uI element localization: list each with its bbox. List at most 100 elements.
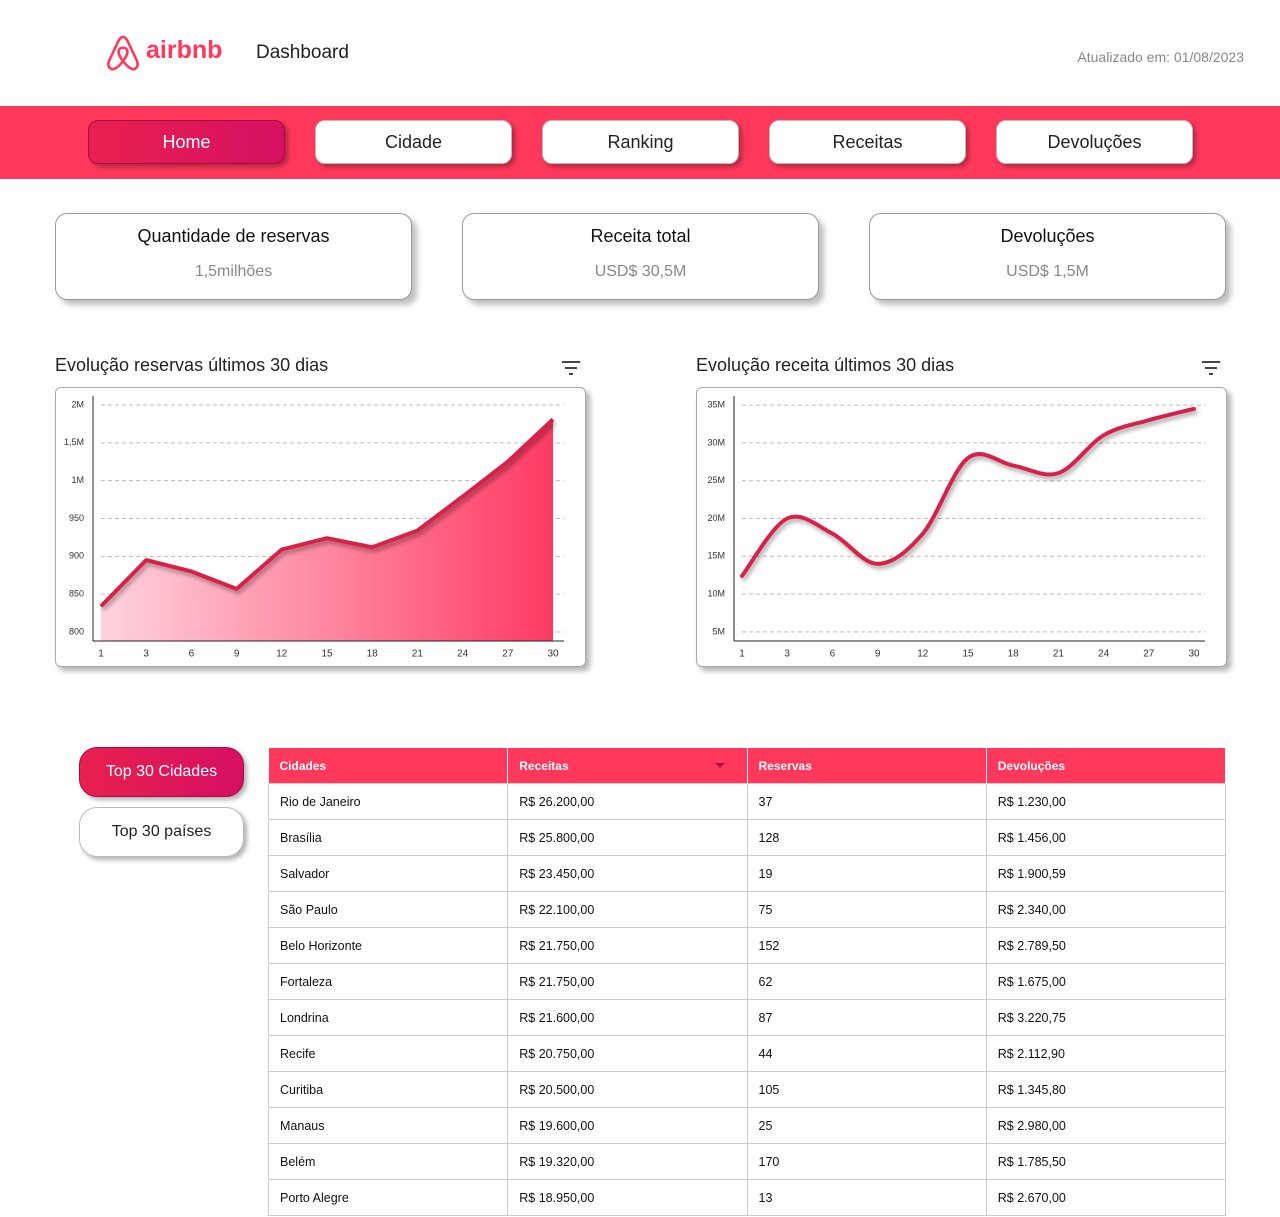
nav-button[interactable]: Receitas [769, 120, 966, 164]
table-cell: Londrina [267, 999, 509, 1036]
table-row: Manaus R$ 19.600,00 25 R$ 2.980,00 [267, 1107, 1227, 1144]
x-tick-label: 12 [917, 649, 929, 660]
nav-button[interactable]: Cidade [315, 120, 512, 164]
table-cell: R$ 1.456,00 [985, 819, 1227, 856]
x-tick-label: 1 [739, 649, 745, 660]
kpi-card: Devoluções USD$ 1,5M [869, 213, 1226, 300]
toggle-button[interactable]: Top 30 Cidades [79, 747, 244, 797]
filter-icon[interactable] [561, 360, 581, 376]
column-header[interactable]: Reservas [747, 748, 987, 784]
kpi-label: Receita total [590, 226, 691, 246]
y-tick-label: 25M [707, 475, 725, 485]
x-tick-label: 21 [1053, 649, 1065, 660]
table-cell: R$ 26.200,00 [507, 783, 748, 820]
y-tick-label: 10M [707, 588, 725, 598]
nav-button[interactable]: Devoluções [996, 120, 1193, 164]
y-tick-label: 1,5M [64, 437, 84, 447]
table-cell: R$ 1.345,80 [985, 1071, 1227, 1108]
x-tick-label: 27 [502, 649, 514, 660]
chart-box: 5M 10M 15M 20M 25M 30M 35M 1 3 6 9 12 15 18 21 24 27 30 [696, 387, 1227, 667]
y-tick-label: 850 [69, 589, 84, 599]
y-tick-label: 20M [707, 513, 725, 523]
y-tick-label: 2M [71, 399, 84, 409]
table-cell: R$ 19.600,00 [507, 1107, 748, 1144]
column-header[interactable]: Receitas [507, 748, 748, 784]
column-header[interactable]: Devoluções [986, 748, 1227, 784]
table-cell: R$ 1.230,00 [985, 783, 1227, 820]
table-row: Londrina R$ 21.600,00 87 R$ 3.220,75 [267, 999, 1227, 1036]
toggle-button[interactable]: Top 30 países [79, 807, 244, 857]
table-cell: 152 [746, 927, 987, 964]
table-cell: R$ 1.785,50 [985, 1143, 1227, 1180]
table-cell: Porto Alegre [267, 1179, 509, 1216]
x-tick-label: 21 [412, 649, 424, 660]
table-cell: R$ 2.789,50 [985, 927, 1227, 964]
table-row: Rio de Janeiro R$ 26.200,00 37 R$ 1.230,00 [267, 783, 1227, 820]
table-row: Porto Alegre R$ 18.950,00 13 R$ 2.670,00 [267, 1179, 1227, 1216]
x-tick-label: 1 [98, 649, 104, 660]
y-tick-label: 5M [712, 626, 725, 636]
updated-date: Atualizado em: 01/08/2023 [1077, 49, 1244, 65]
table-cell: R$ 22.100,00 [507, 891, 748, 928]
table-cell: R$ 20.750,00 [507, 1035, 748, 1072]
page-title: Dashboard [256, 42, 349, 63]
table-cell: R$ 21.600,00 [507, 999, 748, 1036]
table-cell: 128 [746, 819, 987, 856]
table-cell: R$ 3.220,75 [985, 999, 1227, 1036]
table-cell: R$ 20.500,00 [507, 1071, 748, 1108]
x-tick-label: 9 [875, 649, 881, 660]
table-cell: R$ 25.800,00 [507, 819, 748, 856]
chart-box: 800 850 900 950 1M 1,5M 2M 1 3 6 9 12 15 18 21 24 27 30 [55, 387, 586, 667]
table-row: Brasília R$ 25.800,00 128 R$ 1.456,00 [267, 819, 1227, 856]
nav-button[interactable]: Ranking [542, 120, 739, 164]
table-body: Rio de Janeiro R$ 26.200,00 37 R$ 1.230,00 B… [267, 783, 1227, 1216]
y-tick-label: 950 [69, 513, 84, 523]
sort-caret[interactable] [714, 763, 725, 773]
column-header[interactable]: Cidades [268, 748, 509, 784]
table-cell: R$ 2.670,00 [985, 1179, 1227, 1216]
header-row: Cidades Receitas Reservas Devoluções [268, 748, 1227, 784]
chart-title: Evolução reservas últimos 30 dias [55, 355, 329, 375]
table-head: Cidades Receitas Reservas Devoluções [268, 748, 1227, 784]
filter-icon[interactable] [1201, 360, 1221, 376]
nav-button[interactable]: Home [88, 120, 285, 164]
table-cell: 170 [746, 1143, 987, 1180]
line [99, 417, 555, 608]
table-cell: 87 [746, 999, 987, 1036]
table-cell: 13 [746, 1179, 987, 1216]
logo-text: airbnb [146, 36, 223, 64]
table-cell: R$ 19.320,00 [507, 1143, 748, 1180]
x-tick-label: 30 [1188, 649, 1200, 660]
table-row: Recife R$ 20.750,00 44 R$ 2.112,90 [267, 1035, 1227, 1072]
x-tick-label: 24 [457, 649, 469, 660]
table-cell: R$ 21.750,00 [507, 963, 748, 1000]
table-cell: R$ 21.750,00 [507, 927, 748, 964]
x-tick-label: 3 [143, 649, 149, 660]
kpi-card: Receita total USD$ 30,5M [462, 213, 819, 300]
x-tick-label: 9 [234, 649, 240, 660]
area [101, 419, 553, 641]
kpi-card: Quantidade de reservas 1,5milhões [55, 213, 412, 300]
table-cell: São Paulo [267, 891, 509, 928]
table-cell: R$ 18.950,00 [507, 1179, 748, 1216]
y-tick-label: 800 [69, 626, 84, 636]
table-cell: Curitiba [267, 1071, 509, 1108]
table-cell: Belém [267, 1143, 509, 1180]
table-row: Curitiba R$ 20.500,00 105 R$ 1.345,80 [267, 1071, 1227, 1108]
table-cell: R$ 1.900,59 [985, 855, 1227, 892]
x-tick-label: 15 [321, 649, 333, 660]
table-row: São Paulo R$ 22.100,00 75 R$ 2.340,00 [267, 891, 1227, 928]
x-tick-label: 18 [367, 649, 379, 660]
table-cell: 105 [746, 1071, 987, 1108]
table-row: Belém R$ 19.320,00 170 R$ 1.785,50 [267, 1143, 1227, 1180]
y-tick-label: 30M [707, 437, 725, 447]
chart-title: Evolução receita últimos 30 dias [696, 355, 955, 375]
y-tick-label: 1M [71, 475, 84, 485]
table-cell: 25 [746, 1107, 987, 1144]
kpi-value: USD$ 1,5M [1006, 263, 1089, 280]
x-tick-label: 6 [830, 649, 836, 660]
line [740, 406, 1196, 578]
table-cell: R$ 2.112,90 [985, 1035, 1227, 1072]
logo-icon [107, 35, 139, 71]
